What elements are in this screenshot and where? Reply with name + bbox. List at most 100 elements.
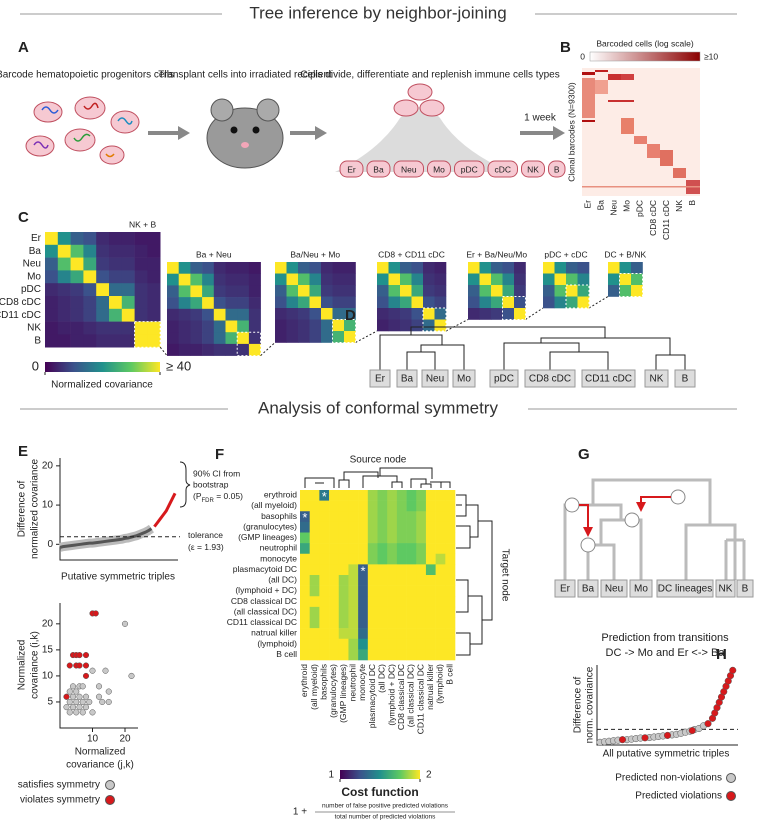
heatmap-cell [425, 543, 436, 555]
heatmap-cell [45, 244, 59, 258]
heatmap-cell [406, 521, 417, 533]
heatmap-cell [400, 285, 412, 297]
heatmap-cell [479, 308, 492, 320]
heatmap-cell [514, 308, 526, 320]
heatmap-cell [286, 262, 299, 274]
heatmap-cell [396, 490, 407, 501]
point [105, 698, 112, 706]
heatmap-cell [406, 490, 417, 501]
merge-highlight [236, 331, 262, 357]
heatmap-cell [358, 490, 369, 501]
heatmap-cell [309, 617, 320, 629]
annotation: bootstrap [193, 479, 229, 489]
heatmap-cell [338, 564, 349, 576]
leaf-box [452, 369, 476, 388]
axis-title: Putative symmetric triples [61, 572, 175, 583]
step-label: Transplant cells into irradiated recipie… [158, 70, 332, 81]
heatmap-cell [167, 308, 179, 321]
heatmap-cell [83, 283, 97, 297]
heatmap-cell [248, 285, 261, 298]
heatmap-cell [367, 596, 378, 608]
heatmap-cell [178, 332, 191, 345]
heatmap-cell [416, 596, 427, 608]
heatmap-cell [619, 273, 632, 286]
heatmap-cell [514, 296, 526, 309]
heatmap-cell [377, 553, 388, 565]
heatmap-cell [367, 628, 378, 640]
heatmap-cell [319, 511, 330, 523]
heatmap-cell [300, 553, 310, 565]
point [66, 688, 73, 695]
heatmap-cell [178, 308, 191, 321]
heatmap-cell [358, 500, 369, 512]
heatmap-cell [147, 321, 161, 335]
heatmap-cell [619, 262, 632, 274]
heatmap-cell [577, 262, 590, 274]
heatmap-cell [96, 232, 110, 246]
heatmap-cell [388, 319, 401, 332]
heatmap-cell [358, 553, 369, 565]
heatmap-cell [109, 232, 123, 246]
heatmap-cell [348, 585, 359, 597]
heatmap-cell [388, 285, 401, 297]
column-label: (GMP lineages) [338, 664, 348, 723]
annotation-part: = 0.05) [214, 491, 243, 501]
heatmap-cell [377, 543, 388, 555]
heatmap-cell [491, 262, 503, 274]
heatmap-cell [406, 575, 417, 586]
heatmap-cell [367, 638, 378, 650]
column-label: B cell [444, 664, 454, 685]
heatmap-cell [491, 296, 503, 309]
heatmap-cell [300, 596, 310, 608]
cell-type-box [548, 160, 566, 178]
heatmap-cell [543, 262, 555, 274]
point [73, 709, 80, 716]
heatmap-cell [377, 296, 389, 309]
heatmap-cell [167, 320, 179, 333]
heatmap-cell [237, 285, 250, 298]
heatmap-cell [147, 308, 161, 322]
heatmap-cell [190, 285, 203, 298]
heatmap-cell [348, 532, 359, 544]
formula: 1 + [293, 807, 307, 818]
heatmap-cell [435, 606, 446, 618]
y-tick-label: 5 [47, 697, 53, 708]
panel-letter: B [560, 39, 571, 56]
heatmap-cell [468, 273, 480, 286]
heatmap-cell [445, 649, 456, 661]
column-label: CD11 classical DC [415, 664, 425, 734]
heatmap-cell [416, 490, 427, 501]
heatmap-cell [57, 232, 71, 246]
heatmap-cell [619, 285, 632, 297]
heatmap-cell [237, 343, 250, 356]
heatmap-cell [319, 500, 330, 512]
heatmap-cell [70, 244, 84, 258]
heatmap-cell [445, 628, 456, 640]
heatmap-cell [425, 564, 436, 576]
heatmap-cell [435, 511, 446, 523]
heatmap-cell [608, 262, 620, 274]
heatmap-cell [329, 585, 340, 597]
heatmap-cell [134, 257, 148, 271]
connector [159, 346, 168, 356]
heatmap-cell [298, 296, 310, 309]
connector [588, 296, 609, 309]
heatmap-cell [435, 649, 446, 661]
heatmap-cell [502, 273, 515, 286]
panel-letter: H [716, 646, 727, 663]
annotation: 90% CI from [193, 468, 240, 478]
heatmap-cell [338, 553, 349, 565]
connector [445, 319, 469, 332]
heatmap-cell [344, 273, 356, 286]
column-label: NK [674, 200, 684, 212]
heatmap-cell [608, 273, 620, 286]
axis-title: Difference of [573, 677, 584, 734]
heatmap-cell [396, 521, 407, 533]
heatmap-cell [45, 321, 59, 335]
heatmap-cell [416, 575, 427, 586]
heatmap-cell [286, 273, 299, 286]
heatmap-cell [425, 596, 436, 608]
heatmap-cell [502, 285, 515, 297]
heatmap-cell [329, 521, 340, 533]
